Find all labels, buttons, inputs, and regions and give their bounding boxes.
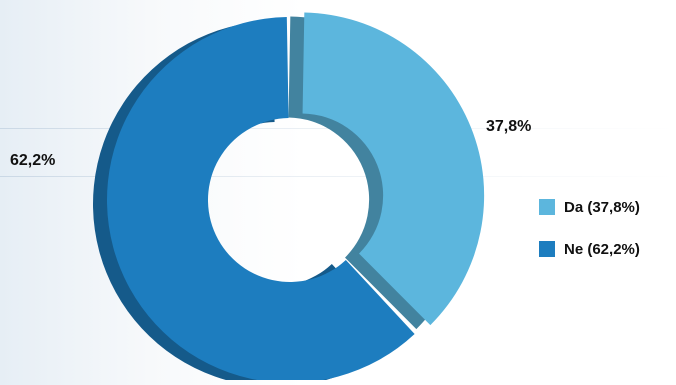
legend-swatch-da bbox=[539, 199, 555, 215]
chart-legend: Da (37,8%) Ne (62,2%) bbox=[539, 196, 640, 280]
legend-item-ne: Ne (62,2%) bbox=[539, 238, 640, 260]
background-streak bbox=[0, 176, 676, 177]
legend-label-da: Da (37,8%) bbox=[564, 198, 640, 216]
donut-slice-da bbox=[302, 12, 485, 326]
donut-slice-ne bbox=[106, 17, 415, 384]
legend-item-da: Da (37,8%) bbox=[539, 196, 640, 218]
data-label-da: 37,8% bbox=[486, 118, 532, 135]
data-label-ne: 62,2% bbox=[10, 152, 56, 169]
legend-swatch-ne bbox=[539, 241, 555, 257]
legend-label-ne: Ne (62,2%) bbox=[564, 240, 640, 258]
